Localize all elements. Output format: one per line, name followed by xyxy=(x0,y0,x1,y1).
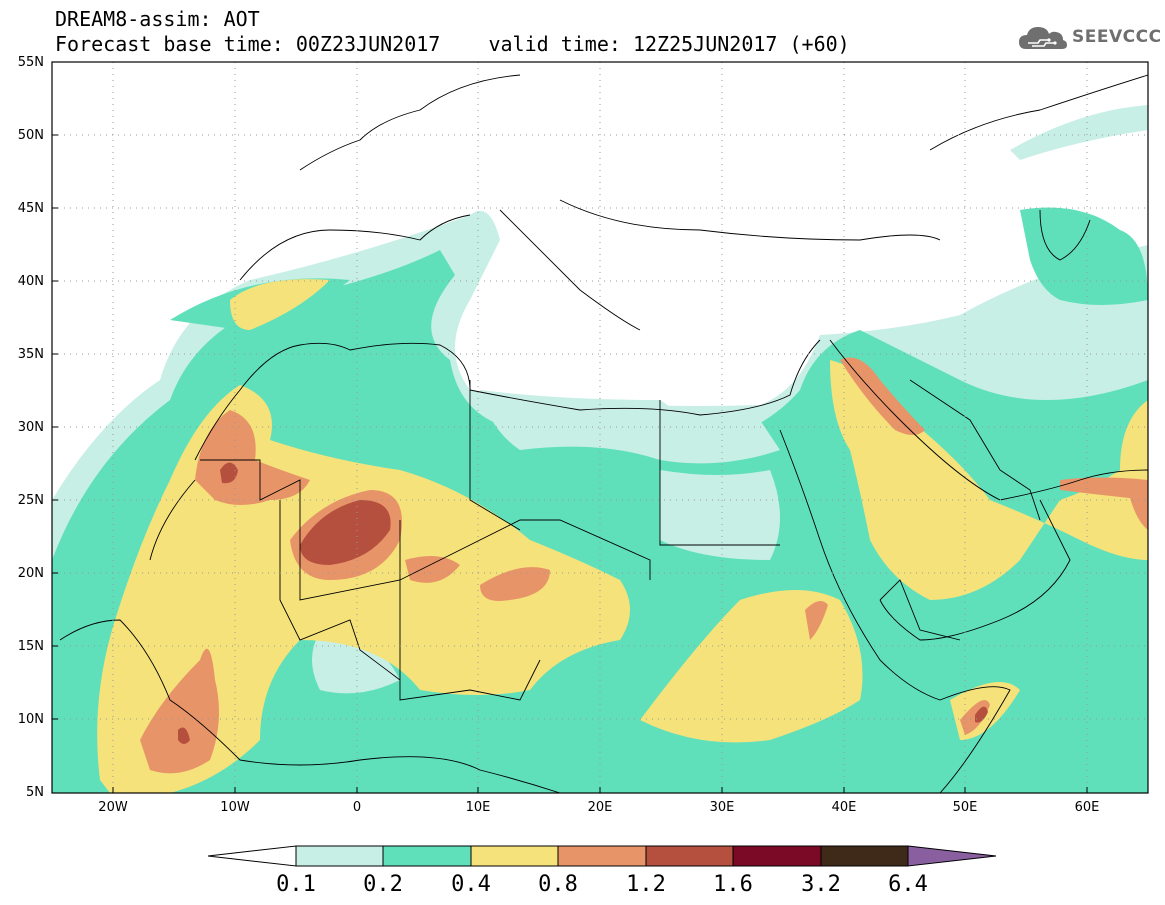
colorbar-swatch xyxy=(470,845,559,867)
aot-band-darkred-somalia xyxy=(975,706,988,723)
aot-band-orange-guinea xyxy=(140,648,219,774)
lon-label: 50E xyxy=(952,800,978,815)
aot-band-green-ne xyxy=(1020,207,1148,305)
lat-label: 50N xyxy=(17,128,44,143)
aot-band-orange-ethiopia xyxy=(805,601,828,640)
lat-label: 10N xyxy=(17,712,44,727)
lat-label: 35N xyxy=(17,347,44,362)
lat-label: 5N xyxy=(26,785,44,800)
aot-band-yellow-east xyxy=(640,590,863,743)
colorbar-label: 6.4 xyxy=(888,872,928,897)
colorbar-label: 0.2 xyxy=(363,872,403,897)
chart-title: DREAM8-assim: AOT xyxy=(55,7,260,31)
aot-band-orange-oman xyxy=(1060,477,1148,500)
lon-label: 0 xyxy=(352,800,362,815)
colorbar-swatch xyxy=(820,845,909,867)
cloud-icon xyxy=(1019,27,1067,49)
lon-label: 10W xyxy=(220,800,250,815)
aot-band-darkred-sahara xyxy=(300,500,391,565)
chart-subtitle: Forecast base time: 00Z23JUN2017 valid t… xyxy=(55,32,850,56)
colorbar-extend-low xyxy=(207,845,297,867)
colorbar-swatch xyxy=(382,845,472,867)
lon-label: 30E xyxy=(709,800,735,815)
aot-band-orange-iraq xyxy=(840,357,925,435)
aot-field xyxy=(52,62,1148,793)
lon-label: 20E xyxy=(587,800,613,815)
axis-ticks xyxy=(52,61,1088,793)
colorbar-label: 1.6 xyxy=(713,872,753,897)
colorbar-label: 1.2 xyxy=(626,872,666,897)
lat-label: 55N xyxy=(17,55,44,70)
lat-label: 20N xyxy=(17,566,44,581)
aot-band-orange-niger xyxy=(405,556,460,583)
lon-label: 40E xyxy=(831,800,857,815)
lat-label: 30N xyxy=(17,420,44,435)
aot-band-orange-chad xyxy=(480,567,550,601)
aot-band-lightest-ne xyxy=(1010,105,1148,160)
lat-label: 15N xyxy=(17,639,44,654)
colorbar xyxy=(207,845,997,867)
lat-label: 45N xyxy=(17,201,44,216)
logo-text: SEEVCCC xyxy=(1072,27,1162,47)
lon-label: 10E xyxy=(465,800,491,815)
lon-label: 60E xyxy=(1074,800,1100,815)
colorbar-swatch xyxy=(557,845,647,867)
colorbar-label: 0.1 xyxy=(276,872,316,897)
aot-clear-area xyxy=(480,390,780,464)
colorbar-swatch xyxy=(732,845,822,867)
seevccc-logo: SEEVCCC xyxy=(1018,23,1162,51)
colorbar-extend-high xyxy=(907,845,997,867)
lon-label: 20W xyxy=(98,800,128,815)
aot-band-yellow-spain xyxy=(230,279,330,330)
colorbar-label: 3.2 xyxy=(801,872,841,897)
colorbar-swatch xyxy=(645,845,734,867)
aot-clear-area-2 xyxy=(660,470,780,560)
aot-band-darkred-morocco xyxy=(220,462,238,484)
colorbar-label: 0.8 xyxy=(538,872,578,897)
aot-band-darkred-guinea xyxy=(178,727,190,744)
colorbar-label: 0.4 xyxy=(451,872,491,897)
lat-label: 25N xyxy=(17,493,44,508)
borders xyxy=(59,74,1148,793)
colorbar-swatch xyxy=(295,845,384,867)
lat-label: 40N xyxy=(17,274,44,289)
